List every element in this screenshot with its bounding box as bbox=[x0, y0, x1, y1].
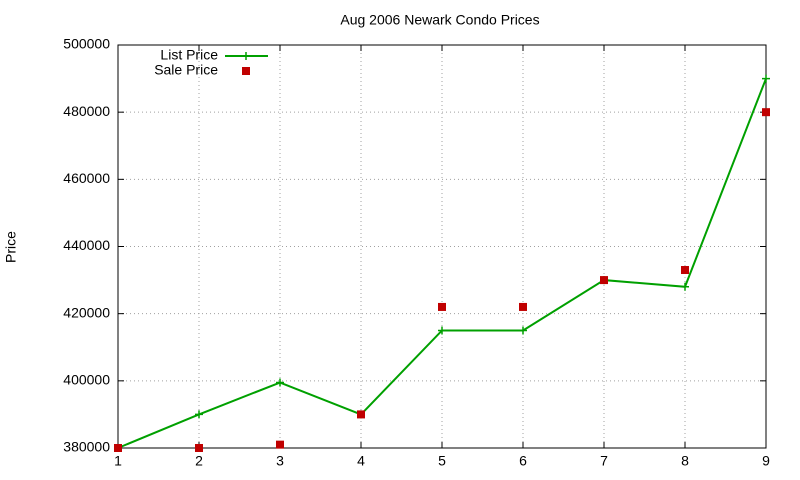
point bbox=[438, 302, 446, 311]
point bbox=[681, 282, 689, 291]
point bbox=[114, 444, 122, 452]
y-tick-label: 500000 bbox=[63, 36, 110, 52]
y-tick-label: 400000 bbox=[63, 372, 110, 388]
point bbox=[195, 444, 203, 452]
point bbox=[762, 108, 770, 117]
x-tick-label: 1 bbox=[114, 453, 122, 469]
y-tick-label: 420000 bbox=[63, 304, 110, 320]
x-tick-label: 4 bbox=[357, 453, 365, 469]
point bbox=[438, 326, 446, 335]
x-tick-label: 2 bbox=[195, 453, 203, 469]
point bbox=[195, 410, 203, 419]
legend-label: List Price bbox=[160, 47, 218, 63]
x-tick-label: 3 bbox=[276, 453, 284, 469]
y-tick-label: 460000 bbox=[63, 170, 110, 186]
x-tick-label: 9 bbox=[762, 453, 770, 469]
chart-title: Aug 2006 Newark Condo Prices bbox=[340, 12, 539, 28]
plot-frame bbox=[117, 44, 767, 449]
point bbox=[357, 410, 365, 419]
legend-label: Sale Price bbox=[154, 62, 218, 78]
point bbox=[519, 326, 527, 335]
point bbox=[519, 302, 527, 311]
legend-swatch bbox=[242, 67, 250, 75]
y-tick-label: 440000 bbox=[63, 237, 110, 253]
legend-swatch bbox=[242, 52, 250, 60]
x-tick-label: 6 bbox=[519, 453, 527, 469]
y-tick-label: 480000 bbox=[63, 103, 110, 119]
point bbox=[276, 440, 284, 449]
x-tick-label: 7 bbox=[600, 453, 608, 469]
point bbox=[276, 378, 284, 387]
x-tick-label: 8 bbox=[681, 453, 689, 469]
y-axis-label: Price bbox=[3, 231, 19, 263]
y-tick-label: 380000 bbox=[63, 439, 110, 455]
point bbox=[762, 74, 770, 83]
x-tick-label: 5 bbox=[438, 453, 446, 469]
point bbox=[681, 266, 689, 275]
point bbox=[600, 276, 608, 285]
